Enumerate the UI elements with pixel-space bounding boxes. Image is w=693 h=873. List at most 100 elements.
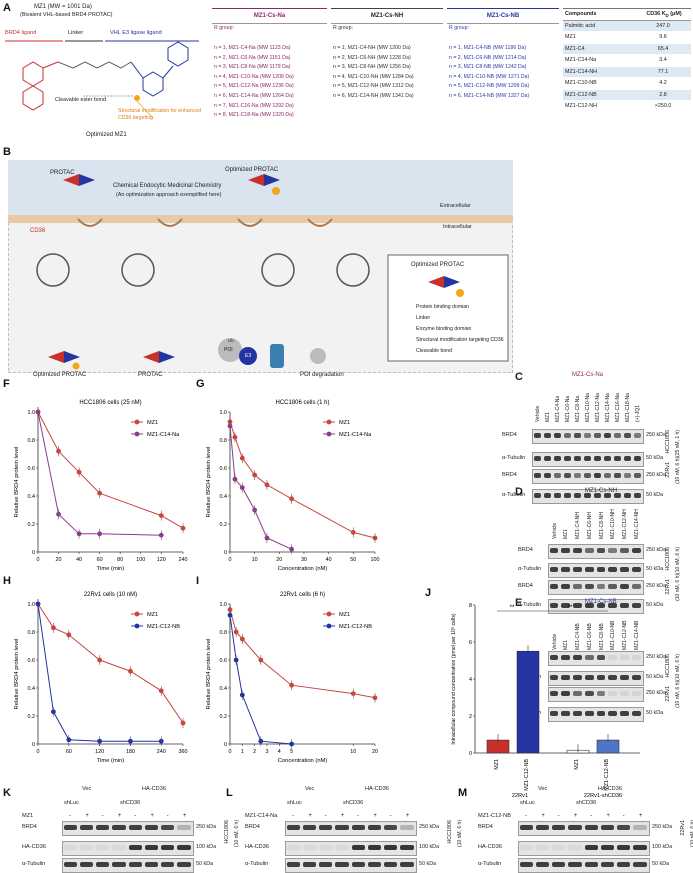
- blot-band: [596, 691, 606, 696]
- blot-strip: [548, 707, 644, 722]
- kd-row: MZ1-C12-NB 2.8: [563, 89, 691, 101]
- sign-label: +: [638, 813, 643, 819]
- shluc-label: shLuc: [287, 800, 302, 806]
- data-point: [56, 511, 61, 517]
- blot-band: [617, 845, 631, 850]
- series-nh-row: n = 1, MZ1-C4-NH (MW 1200 Da): [333, 45, 411, 51]
- mw-label: 50 kDa: [646, 566, 664, 572]
- data-point: [66, 632, 72, 638]
- kd-row: MZ1 9.6: [563, 32, 691, 44]
- x-axis-label: Time (min): [97, 566, 125, 572]
- data-point: [158, 688, 164, 694]
- blot-band: [583, 456, 591, 461]
- panel-label-k: K: [3, 787, 11, 799]
- blot-band: [633, 862, 647, 867]
- blot-band: [593, 433, 601, 438]
- panel-label-i: I: [196, 575, 200, 587]
- y-tick-label: 0.8: [28, 630, 36, 636]
- blot-band: [593, 473, 601, 478]
- series-line: [229, 421, 376, 539]
- blot-band: [608, 655, 617, 660]
- b-poi-label: POI: [224, 347, 233, 353]
- blot-band: [177, 845, 191, 850]
- blot-band: [633, 433, 641, 438]
- x-tick-label: 4: [278, 749, 281, 755]
- blot-band: [583, 473, 591, 478]
- x-tick-label: 120: [157, 557, 166, 563]
- data-point: [350, 530, 356, 535]
- blot-band: [573, 473, 581, 478]
- blot-title: MZ1-Cs-NH: [585, 488, 617, 494]
- sign-label: +: [150, 813, 154, 819]
- data-point: [35, 601, 41, 607]
- blot-row-label: α-Tubulin: [518, 566, 542, 572]
- mw-label: 50 kDa: [646, 492, 664, 498]
- series-na-table: MZ1-Cs-Na R group: n = 1, MZ1-C4-Na (MW …: [212, 8, 327, 121]
- series-nh-row: n = 3, MZ1-C8-NH (MW 1256 Da): [333, 64, 411, 71]
- data-point: [128, 668, 133, 674]
- blot-row-label: HA-CD36: [245, 844, 269, 850]
- blot-band: [613, 433, 621, 438]
- blot-band: [549, 675, 559, 680]
- blot-band: [561, 711, 570, 716]
- x-tick-label: 100: [136, 557, 145, 563]
- series-nh-table: MZ1-Cs-NH R group: n = 1, MZ1-C4-NH (MW …: [331, 8, 443, 102]
- blot-band: [603, 473, 611, 478]
- series-nb-row: n = 5, MZ1-C12-NB (MW 1299 Da): [449, 83, 530, 90]
- blot-band: [584, 584, 594, 589]
- y-tick-label: 0.8: [28, 438, 36, 444]
- blot-band: [319, 862, 333, 867]
- blot-band: [112, 862, 126, 867]
- legend-label: MZ1: [147, 420, 158, 426]
- condition-label: (10 nM, 6 h): [234, 820, 240, 847]
- blot-band: [543, 473, 551, 478]
- mw-label: 250 kDa: [646, 583, 667, 589]
- series-nh-rgroup: R group:: [333, 25, 353, 31]
- legend-marker: [326, 419, 332, 425]
- data-point: [232, 434, 238, 440]
- blot-band: [552, 825, 566, 830]
- y-tick-label: 0: [224, 550, 227, 556]
- series-na-title: MZ1-Cs-Na: [212, 9, 327, 24]
- blot-band: [573, 584, 582, 589]
- shluc-label: shLuc: [520, 800, 535, 806]
- legend-marker: [326, 431, 332, 437]
- legend-label: MZ1-C12-NB: [339, 624, 372, 630]
- y-tick-label: 0: [32, 742, 35, 748]
- mw-label: 50 kDa: [646, 674, 664, 680]
- b-bottom-optimized: Optimized PROTAC: [33, 372, 87, 378]
- blot-band: [302, 845, 316, 850]
- panel-label-a: A: [3, 2, 11, 14]
- blot-band: [543, 433, 551, 438]
- blot-band: [573, 603, 582, 608]
- mw-label: 100 kDa: [652, 844, 673, 850]
- b-cemc-sub: (An optimization approach exemplified he…: [116, 192, 222, 198]
- panel-label-g: G: [196, 378, 205, 390]
- sign-label: -: [324, 813, 327, 819]
- blot-band: [335, 845, 349, 850]
- x-tick-label: 60: [66, 749, 72, 755]
- blot-band: [335, 862, 349, 867]
- blot-band: [161, 862, 175, 867]
- legend-label: MZ1-C14-Na: [339, 432, 372, 438]
- kd-row: MZ1-C12-NH >250.0: [563, 101, 691, 113]
- x-tick-label: MZ1-C12-NB: [524, 759, 530, 791]
- y-tick-label: 0.6: [28, 466, 36, 472]
- blot-strip: [548, 651, 644, 666]
- mw-label: 250 kDa: [646, 472, 667, 478]
- blot-band: [608, 567, 617, 572]
- x-tick-label: 80: [117, 557, 123, 563]
- blot-band: [351, 825, 365, 830]
- blot-band: [286, 862, 300, 867]
- blot-band: [563, 493, 571, 498]
- blot-band: [623, 456, 631, 461]
- y-tick-label: 0: [469, 751, 472, 757]
- legend-marker: [134, 431, 140, 437]
- blot-band: [112, 845, 126, 850]
- series-nb-rgroup: R group:: [449, 25, 469, 31]
- blot-band: [553, 473, 561, 478]
- blot-band: [302, 825, 316, 830]
- b-optimized-protac-label: Optimized PROTAC: [225, 167, 279, 173]
- series-nh-row: n = 6, MZ1-C14-NH (MW 1341 Da): [333, 92, 414, 99]
- mw-label: 250 kDa: [652, 824, 673, 830]
